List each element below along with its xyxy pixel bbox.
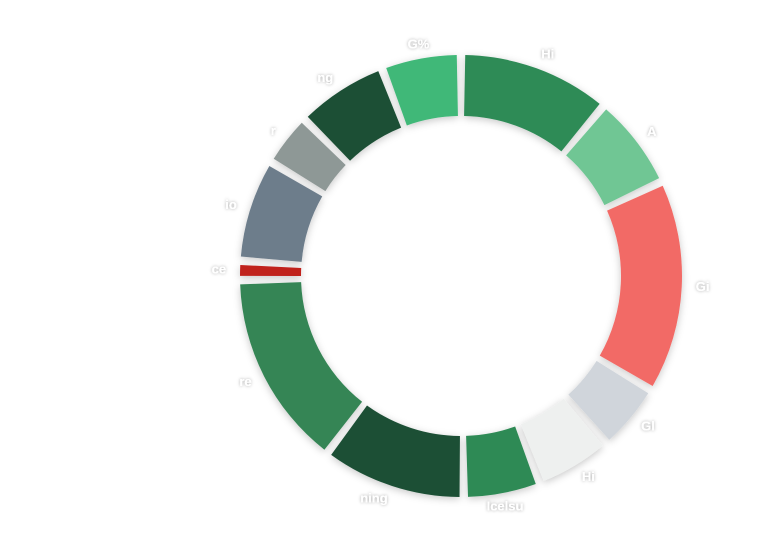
slice-label: Hi [582, 469, 595, 484]
slice-label: Gl [641, 418, 655, 433]
slice [386, 55, 458, 126]
slice [464, 55, 600, 152]
slice-label: ce [212, 262, 226, 277]
slice-label: G% [408, 36, 430, 51]
slice-label: Gi [696, 279, 710, 294]
slice [273, 122, 346, 192]
slice [520, 398, 603, 481]
slice [566, 109, 660, 206]
slice-label: A [647, 124, 657, 139]
slice-label: Icelsu [487, 498, 524, 513]
slice [240, 282, 363, 450]
slice-label: io [225, 197, 237, 212]
slice-label: ning [360, 491, 387, 506]
slice [568, 360, 649, 440]
slice-label: re [239, 374, 251, 389]
slice-label: ng [317, 70, 333, 85]
labels: Hi A Gi Gl Hi Icelsu ning re ce io r ng G% [212, 36, 710, 513]
slice [466, 426, 536, 497]
slice-label: Hi [541, 47, 554, 62]
slice [307, 71, 402, 161]
slice [240, 264, 302, 276]
slice [599, 185, 682, 387]
slice [331, 405, 460, 497]
slice [240, 165, 323, 262]
slice-label: r [271, 123, 276, 138]
donut [240, 55, 682, 497]
